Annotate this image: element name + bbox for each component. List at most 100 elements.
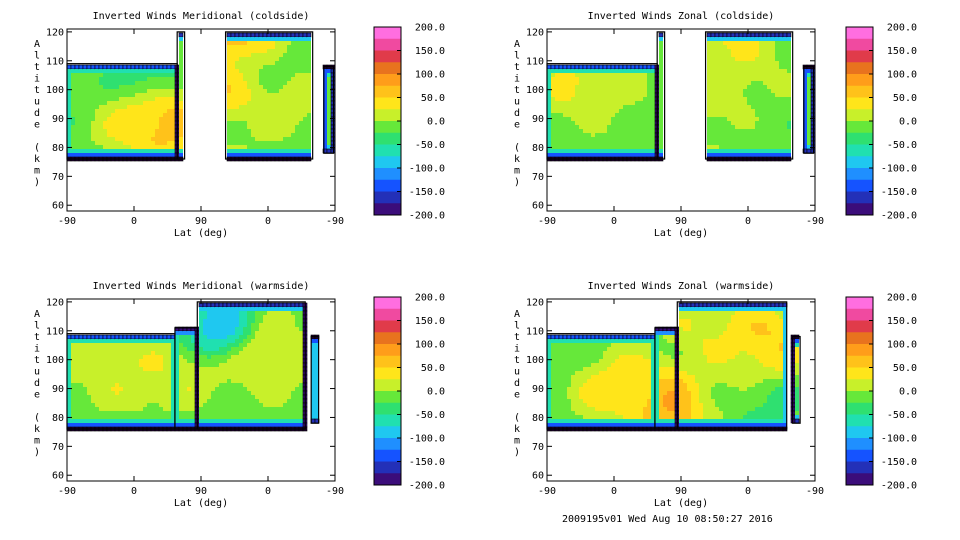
- colorbar-tick-label: 150.0: [415, 46, 445, 57]
- contour-field: [66, 32, 336, 162]
- x-axis-label: Lat (deg): [174, 498, 228, 509]
- colorbar-segment: [374, 414, 401, 427]
- x-tick-label: -90: [538, 486, 556, 497]
- colorbar-segment: [374, 344, 401, 357]
- colorbar-segment: [374, 85, 401, 98]
- colorbar-segment: [846, 144, 873, 157]
- x-tick-label: -90: [58, 486, 76, 497]
- colorbar-segment: [846, 379, 873, 392]
- data-region-outline: [676, 301, 788, 430]
- colorbar-segment: [374, 379, 401, 392]
- colorbar-tick-label: -100.0: [881, 164, 917, 175]
- colorbar-segment: [846, 97, 873, 110]
- colorbar-tick-label: 50.0: [893, 93, 917, 104]
- data-region-outline: [176, 31, 186, 160]
- chart-title: Inverted Winds Meridional (coldside): [93, 11, 310, 22]
- contour-field: [546, 302, 800, 432]
- colorbar-segment: [374, 132, 401, 145]
- colorbar-segment: [374, 27, 401, 40]
- colorbar-segment: [846, 344, 873, 357]
- y-tick-label: 110: [46, 326, 64, 337]
- colorbar-tick-label: 150.0: [415, 316, 445, 327]
- colorbar-tick-label: 200.0: [887, 293, 917, 304]
- colorbar: 200.0 150.0 100.0 50.0 0.0 -50.0 -100.0 -150.0 -…: [373, 293, 445, 492]
- colorbar-segment: [374, 355, 401, 368]
- colorbar-segment: [846, 109, 873, 122]
- y-tick-label: 100: [46, 85, 64, 96]
- y-tick-label: 70: [52, 442, 64, 453]
- colorbar-segment: [846, 85, 873, 98]
- colorbar-tick-label: -50.0: [887, 410, 917, 421]
- colorbar-segment: [846, 414, 873, 427]
- colorbar-segment: [374, 203, 401, 216]
- x-tick-label: 0: [611, 486, 617, 497]
- x-tick-label: 0: [611, 216, 617, 227]
- x-tick-label: 0: [131, 486, 137, 497]
- colorbar-tick-label: -100.0: [881, 434, 917, 445]
- chart-3: Inverted Winds Zonal (warmside) -90 0 90 0 -9…: [514, 281, 917, 509]
- colorbar-segment: [374, 461, 401, 474]
- y-tick-label: 60: [532, 201, 544, 212]
- y-tick-label: 90: [532, 114, 544, 125]
- colorbar-tick-label: -200.0: [881, 211, 917, 222]
- data-region-outline: [792, 335, 801, 424]
- colorbar-segment: [846, 308, 873, 321]
- x-axis-label: Lat (deg): [654, 228, 708, 239]
- colorbar: 200.0 150.0 100.0 50.0 0.0 -50.0 -100.0 -150.0 -…: [373, 23, 445, 222]
- colorbar-segment: [374, 97, 401, 110]
- colorbar-tick-label: -200.0: [409, 211, 445, 222]
- colorbar-segment: [846, 449, 873, 462]
- x-tick-label: -90: [538, 216, 556, 227]
- colorbar-tick-label: -50.0: [415, 140, 445, 151]
- chart-title: Inverted Winds Meridional (warmside): [93, 281, 310, 292]
- y-tick-label: 100: [46, 355, 64, 366]
- colorbar-tick-label: -100.0: [409, 434, 445, 445]
- y-tick-label: 60: [52, 201, 64, 212]
- colorbar-segment: [374, 121, 401, 134]
- chart-2: Inverted Winds Meridional (warmside) -90 0…: [34, 281, 445, 509]
- colorbar-segment: [846, 168, 873, 181]
- colorbar-segment: [374, 38, 401, 51]
- y-tick-label: 100: [526, 85, 544, 96]
- x-tick-label: 90: [195, 216, 207, 227]
- x-axis-label: Lat (deg): [654, 498, 708, 509]
- colorbar-tick-label: 200.0: [415, 293, 445, 304]
- y-tick-label: 120: [46, 27, 64, 38]
- colorbar-tick-label: 150.0: [887, 46, 917, 57]
- y-tick-label: 90: [532, 384, 544, 395]
- chart-0: Inverted Winds Meridional (coldside) -90 0…: [34, 11, 445, 239]
- x-tick-label: 0: [265, 486, 271, 497]
- colorbar-segment: [846, 132, 873, 145]
- colorbar-tick-label: -150.0: [881, 187, 917, 198]
- colorbar-tick-label: -50.0: [887, 140, 917, 151]
- x-tick-label: -90: [806, 486, 824, 497]
- colorbar-tick-label: -150.0: [409, 187, 445, 198]
- y-tick-label: 120: [526, 27, 544, 38]
- colorbar-segment: [846, 121, 873, 134]
- y-tick-label: 90: [52, 384, 64, 395]
- colorbar-segment: [846, 191, 873, 204]
- y-tick-label: 60: [532, 471, 544, 482]
- x-tick-label: -90: [806, 216, 824, 227]
- data-region-outline: [224, 31, 314, 160]
- y-tick-label: 80: [532, 413, 544, 424]
- colorbar-tick-label: -150.0: [409, 457, 445, 468]
- y-tick-label: 70: [532, 172, 544, 183]
- colorbar-segment: [846, 367, 873, 380]
- colorbar-tick-label: 100.0: [887, 340, 917, 351]
- data-region-outline: [656, 31, 666, 160]
- y-tick-label: 70: [532, 442, 544, 453]
- colorbar-segment: [846, 62, 873, 75]
- colorbar-segment: [374, 449, 401, 462]
- colorbar-segment: [374, 168, 401, 181]
- colorbar-tick-label: 0.0: [899, 387, 917, 398]
- y-tick-label: 110: [526, 326, 544, 337]
- x-tick-label: 90: [675, 216, 687, 227]
- colorbar-segment: [846, 402, 873, 415]
- footer-timestamp: 2009195v01 Wed Aug 10 08:50:27 2016: [562, 514, 773, 525]
- colorbar-tick-label: 100.0: [887, 70, 917, 81]
- colorbar-tick-label: 0.0: [427, 387, 445, 398]
